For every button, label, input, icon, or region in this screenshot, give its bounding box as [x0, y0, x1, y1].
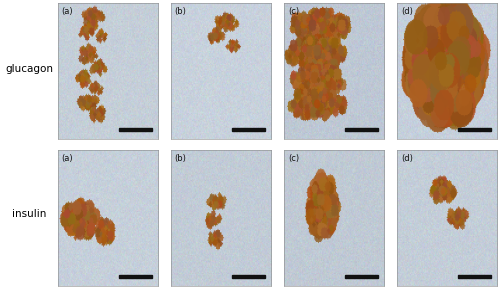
Text: (b): (b)	[174, 154, 186, 163]
Text: (b): (b)	[174, 7, 186, 16]
Text: (d): (d)	[401, 7, 413, 16]
Text: glucagon: glucagon	[5, 64, 53, 74]
Bar	[345, 128, 378, 131]
Bar	[119, 128, 152, 131]
Text: insulin: insulin	[12, 209, 46, 219]
Bar	[119, 275, 152, 278]
Bar	[458, 128, 492, 131]
Text: (d): (d)	[401, 154, 413, 163]
Bar	[232, 128, 265, 131]
Text: (c): (c)	[288, 154, 299, 163]
Bar	[458, 275, 492, 278]
Bar	[232, 275, 265, 278]
Text: (a): (a)	[62, 7, 73, 16]
Text: (c): (c)	[288, 7, 299, 16]
Text: (a): (a)	[62, 154, 73, 163]
Bar	[345, 275, 378, 278]
